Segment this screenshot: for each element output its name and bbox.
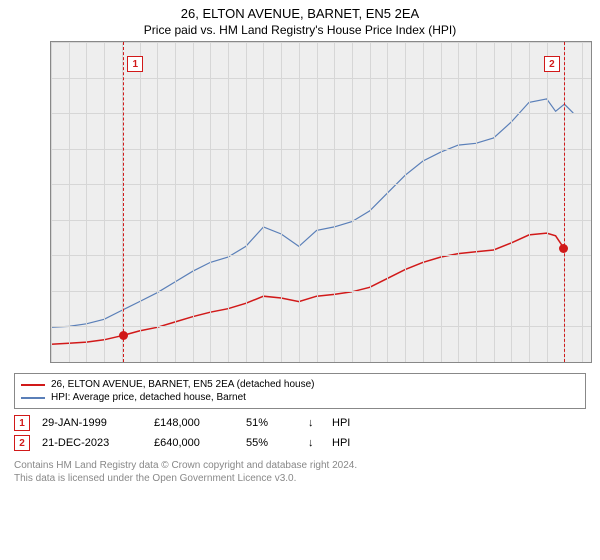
event-pct: 55%: [246, 437, 296, 449]
legend-label: 26, ELTON AVENUE, BARNET, EN5 2EA (detac…: [51, 379, 314, 390]
event-index-box: 1: [14, 415, 30, 431]
event-rel: HPI: [332, 437, 350, 449]
footer-credits: Contains HM Land Registry data © Crown c…: [14, 459, 586, 485]
chart-subtitle: Price paid vs. HM Land Registry's House …: [0, 21, 600, 41]
chart-lines: [51, 42, 591, 362]
event-table: 1 29-JAN-1999 £148,000 51% ↓ HPI 2 21-DEC-2023 £…: [14, 413, 586, 453]
footer-line: Contains HM Land Registry data © Crown c…: [14, 459, 586, 472]
legend-row: 26, ELTON AVENUE, BARNET, EN5 2EA (detac…: [21, 378, 579, 391]
marker-index-box: 1: [127, 56, 143, 72]
event-date: 21-DEC-2023: [42, 437, 142, 449]
event-arrow-icon: ↓: [308, 417, 320, 429]
event-date: 29-JAN-1999: [42, 417, 142, 429]
marker-line: [123, 42, 124, 362]
marker-dot: [119, 331, 128, 340]
legend: 26, ELTON AVENUE, BARNET, EN5 2EA (detac…: [14, 373, 586, 409]
legend-swatch: [21, 397, 45, 399]
event-rel: HPI: [332, 417, 350, 429]
legend-row: HPI: Average price, detached house, Barn…: [21, 391, 579, 404]
event-index-box: 2: [14, 435, 30, 451]
series-hpi: [51, 99, 573, 327]
series-price_paid: [51, 233, 564, 344]
chart-title: 26, ELTON AVENUE, BARNET, EN5 2EA: [0, 0, 600, 21]
event-price: £640,000: [154, 437, 234, 449]
event-row: 2 21-DEC-2023 £640,000 55% ↓ HPI: [14, 433, 586, 453]
footer-line: This data is licensed under the Open Gov…: [14, 472, 586, 485]
marker-index-box: 2: [544, 56, 560, 72]
legend-label: HPI: Average price, detached house, Barn…: [51, 392, 246, 403]
event-price: £148,000: [154, 417, 234, 429]
event-pct: 51%: [246, 417, 296, 429]
event-row: 1 29-JAN-1999 £148,000 51% ↓ HPI: [14, 413, 586, 433]
marker-line: [564, 42, 565, 362]
chart-plot-area: £0£200K£400K£600K£800K£1M£1.2M£1.4M£1.6M…: [50, 41, 592, 363]
legend-swatch: [21, 384, 45, 386]
event-arrow-icon: ↓: [308, 437, 320, 449]
